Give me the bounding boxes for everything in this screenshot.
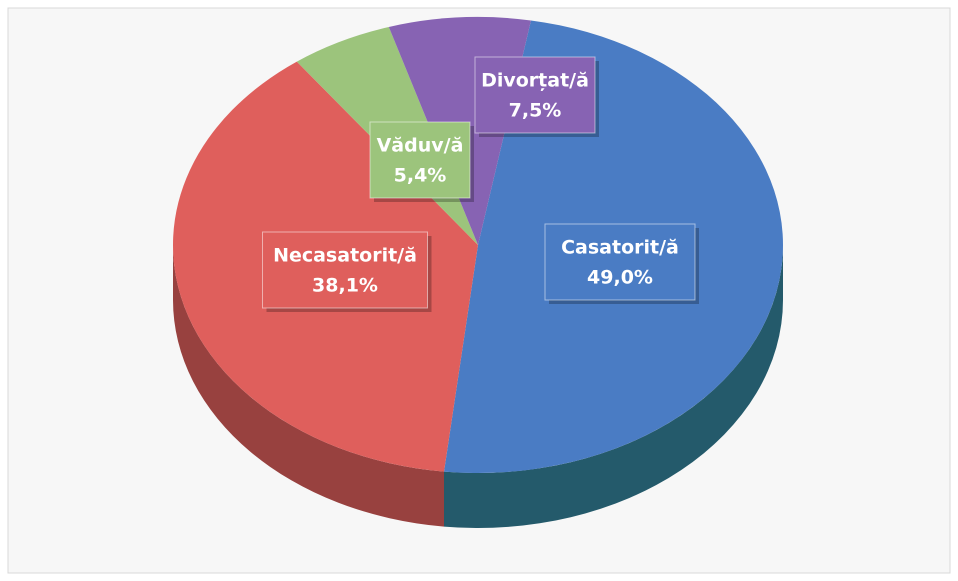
- label-value: 49,0%: [587, 267, 653, 289]
- pie-side: [173, 245, 445, 527]
- label-name: Văduv/ă: [377, 135, 464, 157]
- label-value: 7,5%: [509, 100, 562, 122]
- label-value: 38,1%: [312, 275, 378, 297]
- label-name: Divorțat/ă: [481, 70, 589, 92]
- pie-side: [444, 245, 783, 528]
- label-box: [262, 231, 428, 309]
- label-box: [474, 56, 596, 134]
- label-name: Necasatorit/ă: [273, 245, 417, 267]
- label-box: [544, 223, 696, 301]
- label-value: 5,4%: [394, 165, 447, 187]
- label-name: Casatorit/ă: [561, 237, 679, 259]
- label-box: [369, 121, 471, 199]
